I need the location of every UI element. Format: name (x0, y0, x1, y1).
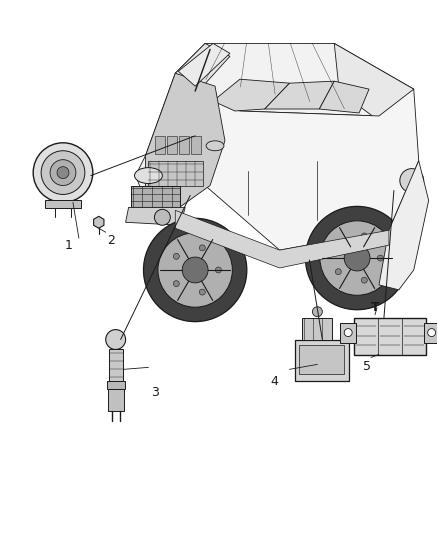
Circle shape (33, 143, 93, 203)
Circle shape (50, 160, 76, 185)
Polygon shape (200, 89, 419, 250)
Circle shape (361, 277, 367, 283)
Polygon shape (334, 43, 414, 136)
Circle shape (158, 233, 232, 307)
Circle shape (215, 267, 221, 273)
Polygon shape (175, 43, 414, 116)
Circle shape (361, 233, 367, 239)
Polygon shape (178, 43, 230, 86)
Bar (148, 160, 203, 185)
Circle shape (144, 219, 247, 321)
Circle shape (155, 209, 170, 225)
Bar (340, 322, 356, 343)
Text: T: T (371, 301, 379, 314)
Bar (354, 318, 426, 356)
Bar (167, 136, 177, 154)
Polygon shape (126, 207, 185, 225)
Polygon shape (175, 211, 389, 268)
Bar (45, 200, 81, 208)
Bar (131, 185, 180, 207)
Circle shape (173, 253, 179, 259)
Polygon shape (175, 43, 230, 89)
Circle shape (336, 241, 341, 247)
Circle shape (41, 151, 85, 195)
Polygon shape (145, 73, 225, 211)
Bar (300, 344, 344, 374)
Circle shape (57, 167, 69, 179)
Circle shape (106, 329, 126, 350)
Text: 5: 5 (363, 360, 371, 373)
Bar (191, 136, 201, 154)
Polygon shape (319, 81, 369, 113)
Circle shape (378, 255, 383, 261)
Text: 2: 2 (107, 233, 115, 247)
Text: 3: 3 (152, 386, 159, 399)
Bar (294, 340, 349, 381)
Circle shape (320, 221, 394, 295)
Bar (179, 136, 189, 154)
Text: 4: 4 (271, 375, 279, 388)
Bar (424, 322, 438, 343)
Circle shape (344, 329, 352, 336)
Bar (155, 136, 165, 154)
Bar (303, 318, 332, 340)
Ellipse shape (206, 141, 224, 151)
Polygon shape (213, 79, 290, 111)
Circle shape (199, 289, 205, 295)
Circle shape (312, 307, 322, 317)
Polygon shape (379, 160, 429, 290)
Bar (109, 350, 123, 384)
Circle shape (336, 269, 341, 274)
Ellipse shape (134, 168, 162, 183)
Polygon shape (135, 73, 210, 211)
Circle shape (199, 245, 205, 251)
Circle shape (305, 206, 409, 310)
Circle shape (427, 329, 436, 336)
Text: 1: 1 (65, 239, 73, 252)
Circle shape (400, 168, 424, 192)
Bar (107, 381, 124, 389)
Circle shape (173, 281, 179, 287)
Circle shape (344, 245, 370, 271)
Circle shape (182, 257, 208, 283)
Polygon shape (265, 81, 334, 109)
Bar (108, 389, 124, 411)
